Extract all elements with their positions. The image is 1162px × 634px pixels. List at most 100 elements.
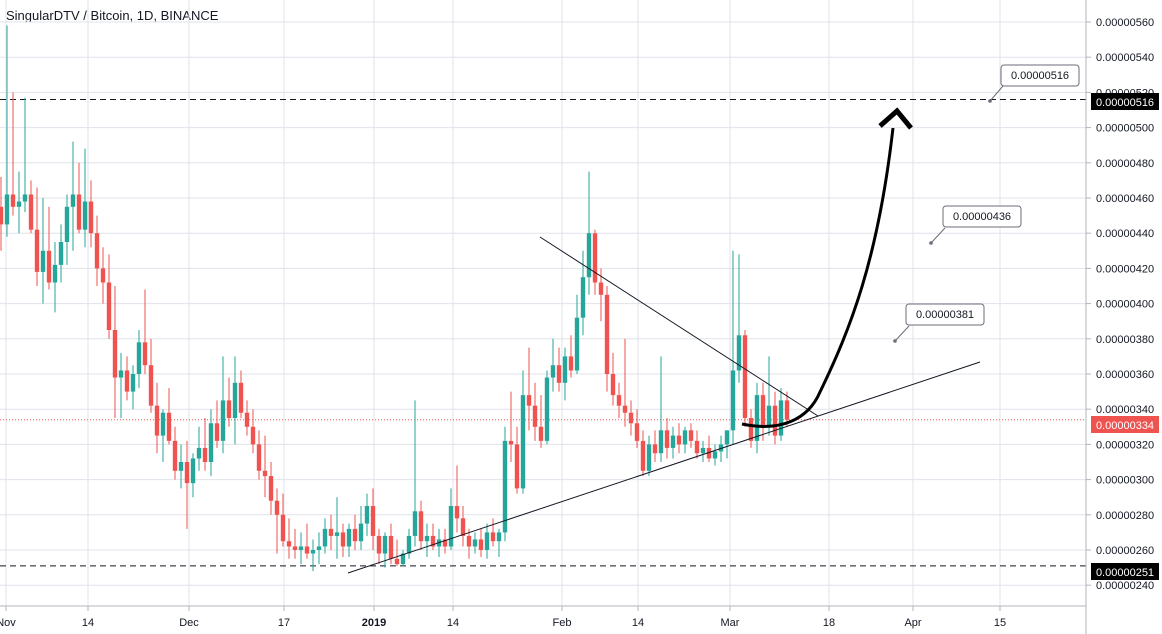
candle: [154, 382, 160, 454]
candle: [628, 400, 634, 436]
candle: [178, 444, 184, 489]
candle: [382, 532, 388, 568]
price-badges: 0.00000516 0.00000334 0.00000251: [1091, 93, 1159, 580]
candle: [616, 382, 622, 418]
candle: [526, 347, 532, 431]
candle: [676, 423, 682, 454]
candle: [742, 330, 748, 427]
callouts: 0.00000516 0.00000436 0.00000381: [893, 64, 1080, 343]
y-tick-label: 0.00000280: [1096, 510, 1154, 522]
candle: [544, 370, 550, 445]
candle: [112, 286, 118, 418]
y-tick-label: 0.00000340: [1096, 404, 1154, 416]
candle: [28, 180, 34, 234]
candle: [766, 356, 772, 436]
candle: [652, 430, 658, 462]
candle: [130, 365, 136, 410]
candle: [82, 148, 88, 248]
candle: [430, 523, 436, 550]
candle: [460, 506, 466, 547]
candle: [280, 493, 286, 547]
candle: [466, 528, 472, 559]
candle: [748, 409, 754, 448]
candle: [778, 388, 784, 441]
y-tick-label: 0.00000400: [1096, 299, 1154, 311]
projection-curve[interactable]: [741, 127, 895, 428]
candle: [700, 440, 706, 462]
y-tick-label: 0.00000300: [1096, 475, 1154, 487]
callout-436[interactable]: 0.00000436: [929, 205, 1022, 245]
candle: [490, 518, 496, 547]
candle: [226, 377, 232, 427]
candle: [706, 435, 712, 462]
candle: [214, 400, 220, 448]
y-tick-label: 0.00000360: [1096, 369, 1154, 381]
candle: [136, 330, 142, 389]
candle: [340, 523, 346, 558]
candle: [40, 198, 46, 304]
candle: [334, 497, 340, 559]
candle: [184, 440, 190, 529]
arrow-head-icon: [878, 107, 913, 130]
candle: [538, 395, 544, 448]
candle: [64, 194, 70, 265]
candle: [4, 25, 10, 237]
candle: [232, 356, 238, 445]
candle: [424, 523, 430, 558]
candle: [454, 465, 460, 533]
candle: [316, 532, 322, 565]
candle: [610, 352, 616, 406]
candle: [364, 493, 370, 536]
descending-trendline[interactable]: [539, 236, 819, 417]
candle: [388, 523, 394, 565]
y-tick-label: 0.00000540: [1096, 52, 1154, 64]
candle: [442, 528, 448, 554]
candle: [622, 338, 628, 427]
candle: [556, 347, 562, 392]
candle: [502, 426, 508, 542]
x-tick-label: 2019: [362, 617, 386, 629]
x-tick-label: Mar: [721, 617, 740, 629]
candle: [712, 444, 718, 466]
callout-516[interactable]: 0.00000516: [988, 64, 1080, 103]
candle: [478, 528, 484, 558]
x-tick-label: Nov: [0, 617, 16, 629]
candle: [106, 254, 112, 339]
callout-381[interactable]: 0.00000381: [893, 303, 985, 343]
callout-436-label: 0.00000436: [953, 211, 1011, 223]
candle: [550, 338, 556, 392]
candle: [166, 388, 172, 445]
candle: [634, 409, 640, 448]
candle: [274, 488, 280, 554]
candle: [772, 391, 778, 445]
candle: [508, 391, 514, 462]
candle: [238, 370, 244, 418]
x-tick-label: Dec: [179, 617, 199, 629]
candle: [496, 528, 502, 558]
x-tick-label: 18: [823, 617, 835, 629]
axes: [0, 0, 1087, 634]
candle: [352, 514, 358, 550]
candle: [646, 435, 652, 477]
x-axis-ticks: Nov 14 Dec 17 2019 14 Feb 14 Mar 18 Apr 15: [0, 606, 1006, 629]
x-tick-label: 14: [82, 617, 94, 629]
candle: [658, 356, 664, 462]
y-tick-label: 0.00000240: [1096, 580, 1154, 592]
candle: [370, 488, 376, 550]
candle: [586, 171, 592, 295]
y-tick-label: 0.00000320: [1096, 439, 1154, 451]
candle: [268, 462, 274, 515]
candle: [688, 423, 694, 448]
y-tick-label: 0.00000440: [1096, 228, 1154, 240]
candle: [784, 391, 790, 427]
candle: [148, 338, 154, 413]
x-tick-label: Apr: [904, 617, 921, 629]
ascending-trendline[interactable]: [347, 361, 981, 574]
candle: [412, 400, 418, 547]
candle: [640, 430, 646, 477]
candle: [70, 141, 76, 251]
candle: [298, 532, 304, 565]
candle: [604, 286, 610, 392]
candle: [682, 426, 688, 454]
